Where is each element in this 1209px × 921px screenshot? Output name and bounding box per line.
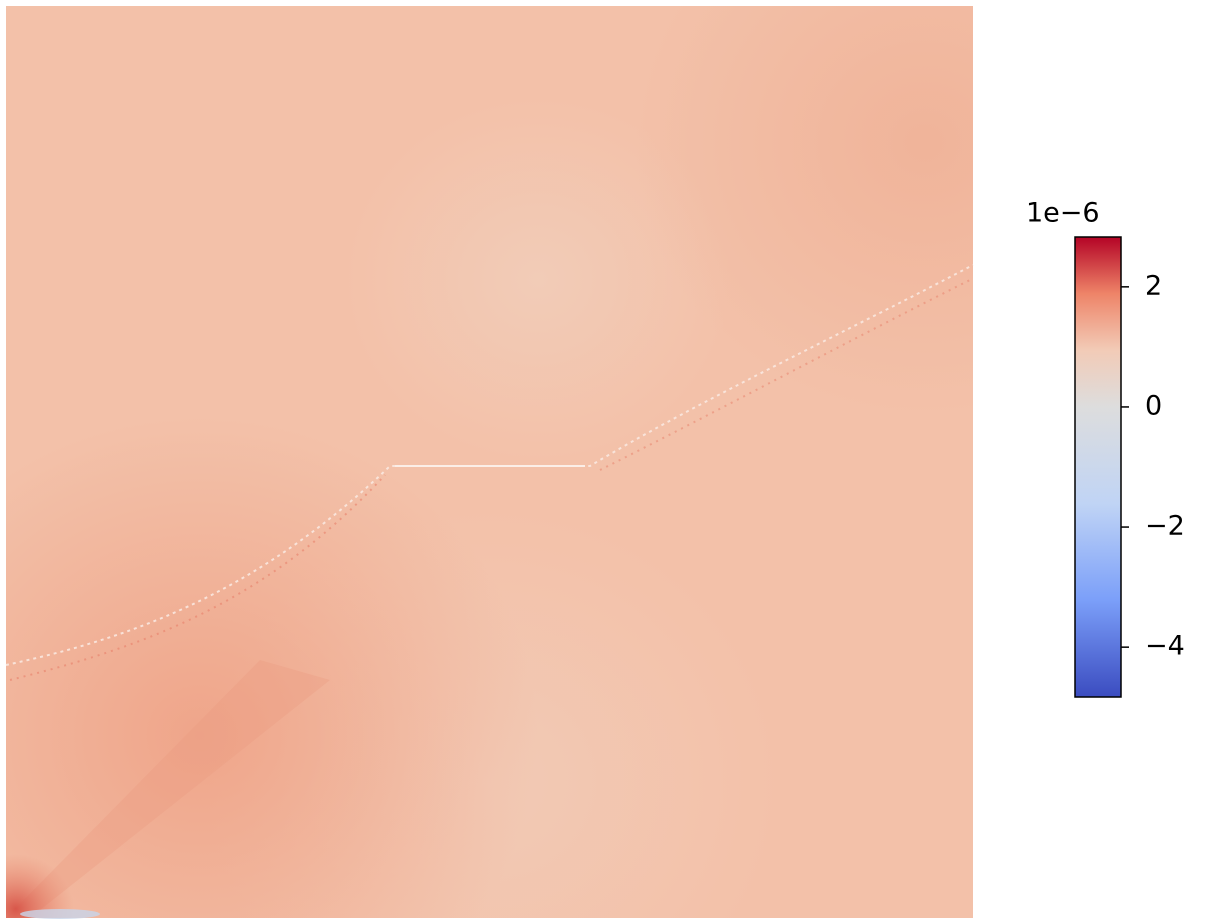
field	[5, 6, 974, 919]
colorbar	[1074, 236, 1122, 698]
colorbar-tick-label: 2	[1145, 270, 1162, 301]
colorbar-offset-label: 1e−6	[1026, 198, 1100, 229]
colorbar-tick-label: −4	[1145, 631, 1185, 662]
colorbar-tick-label: 0	[1145, 390, 1162, 421]
colorbar-tick-label: −2	[1145, 511, 1185, 542]
